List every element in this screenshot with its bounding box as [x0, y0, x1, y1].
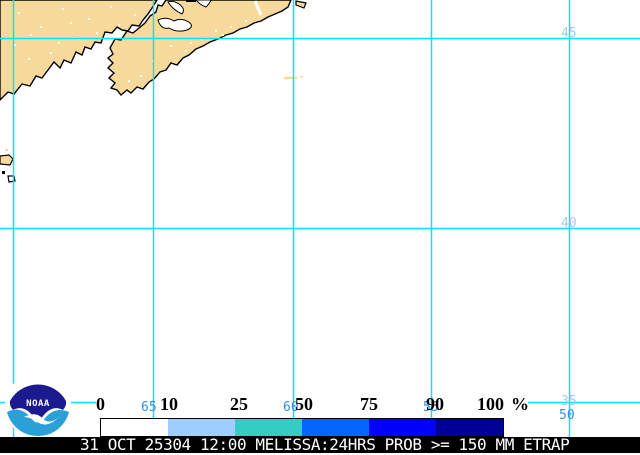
scale-tick-90: 90: [426, 394, 444, 414]
landmass-mainland: [0, 0, 158, 101]
scale-segment-10-25: [168, 419, 235, 436]
graticule: [0, 0, 640, 437]
scale-tick-25: 25: [230, 394, 248, 414]
map-canvas: [0, 0, 640, 437]
scale-tick-50: 50: [295, 394, 313, 414]
inland-water: [167, 0, 184, 15]
lat-label-45: 45: [561, 26, 577, 41]
noaa-logo-text: NOAA: [26, 399, 50, 409]
coast-notch: [195, 0, 212, 8]
scale-tick-0: 0: [96, 394, 105, 414]
status-bar-text: 31 OCT 25304 12:00 MELISSA:24HRS PROB >=…: [80, 435, 570, 454]
lon-label-65: 65: [141, 400, 157, 415]
lon-label-60: 60: [283, 400, 299, 415]
probability-color-scale: [100, 418, 504, 437]
scale-tick-10: 10: [160, 394, 178, 414]
lon-label-50: 50: [559, 408, 575, 423]
noaa-logo-wave: [7, 409, 69, 437]
scale-segment-0-10: [101, 419, 168, 436]
islands: [0, 0, 307, 183]
scale-tick-75: 75: [360, 394, 378, 414]
scale-segment-25-50: [235, 419, 302, 436]
scale-segment-90-100: [436, 419, 503, 436]
noaa-logo: NOAA: [5, 373, 71, 439]
scale-segment-50-75: [302, 419, 369, 436]
status-bar: 31 OCT 25304 12:00 MELISSA:24HRS PROB >=…: [0, 437, 640, 453]
noaa-logo-crest: [9, 384, 67, 423]
noaa-logo-gull: [24, 414, 60, 425]
lon-label-55: 55: [423, 400, 439, 415]
scale-segment-75-90: [369, 419, 436, 436]
inland-water: [157, 17, 192, 32]
lat-label-40: 40: [561, 216, 577, 231]
scale-tick-100: 100: [477, 394, 504, 414]
strait: [253, 0, 263, 16]
lat-label-35: 35: [561, 394, 577, 409]
scale-unit-percent: %: [511, 394, 529, 414]
land-speckles: [14, 6, 247, 82]
